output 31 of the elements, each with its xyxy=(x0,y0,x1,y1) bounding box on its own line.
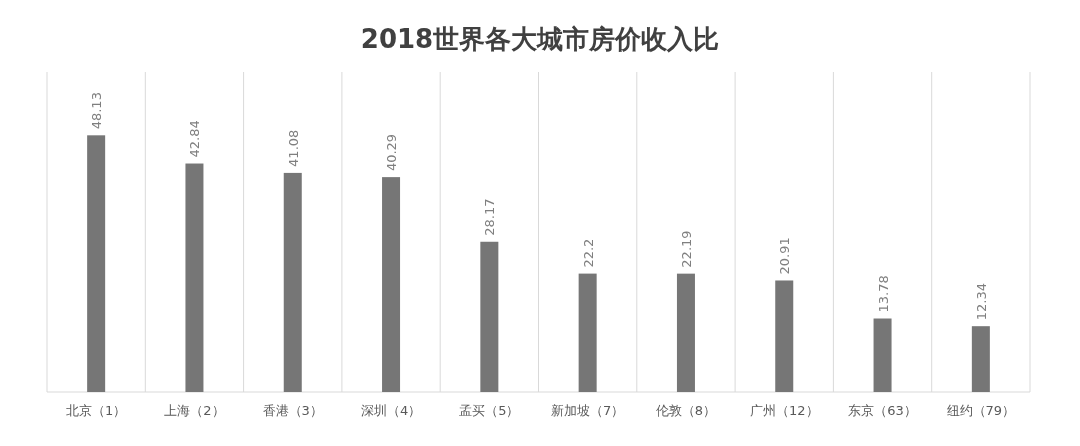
x-tick-label: 新加坡（7） xyxy=(551,403,625,418)
bar xyxy=(578,273,597,392)
bar xyxy=(676,273,695,392)
data-label: 42.84 xyxy=(187,120,203,158)
bar xyxy=(480,241,499,392)
x-tick-label: 纽约（79） xyxy=(946,403,1016,418)
bar xyxy=(283,172,302,392)
data-label: 12.34 xyxy=(973,282,989,321)
x-tick-label: 香港（3） xyxy=(262,403,323,418)
data-label: 20.91 xyxy=(777,237,793,275)
chart-title: 2018世界各大城市房价收入比 xyxy=(360,24,720,54)
bar xyxy=(382,177,401,392)
x-tick-label: 孟买（5） xyxy=(459,403,520,418)
bar xyxy=(185,163,204,392)
bar xyxy=(775,280,794,392)
x-tick-label: 上海（2） xyxy=(164,403,225,418)
data-label: 41.08 xyxy=(285,129,301,167)
data-label: 40.29 xyxy=(384,133,400,172)
data-label: 48.13 xyxy=(89,92,105,130)
bar xyxy=(87,135,106,392)
data-label: 22.19 xyxy=(678,230,694,268)
bar xyxy=(971,326,990,392)
data-label: 13.78 xyxy=(875,275,891,313)
x-tick-label: 北京（1） xyxy=(66,403,127,418)
x-tick-label: 深圳（4） xyxy=(360,403,422,418)
data-label: 28.17 xyxy=(482,198,498,236)
data-label: 22.2 xyxy=(580,238,596,268)
x-tick-label: 广州（12） xyxy=(749,403,819,418)
x-tick-label: 伦敦（8） xyxy=(655,403,717,418)
bar xyxy=(873,318,892,392)
x-tick-label: 东京（63） xyxy=(848,403,917,418)
